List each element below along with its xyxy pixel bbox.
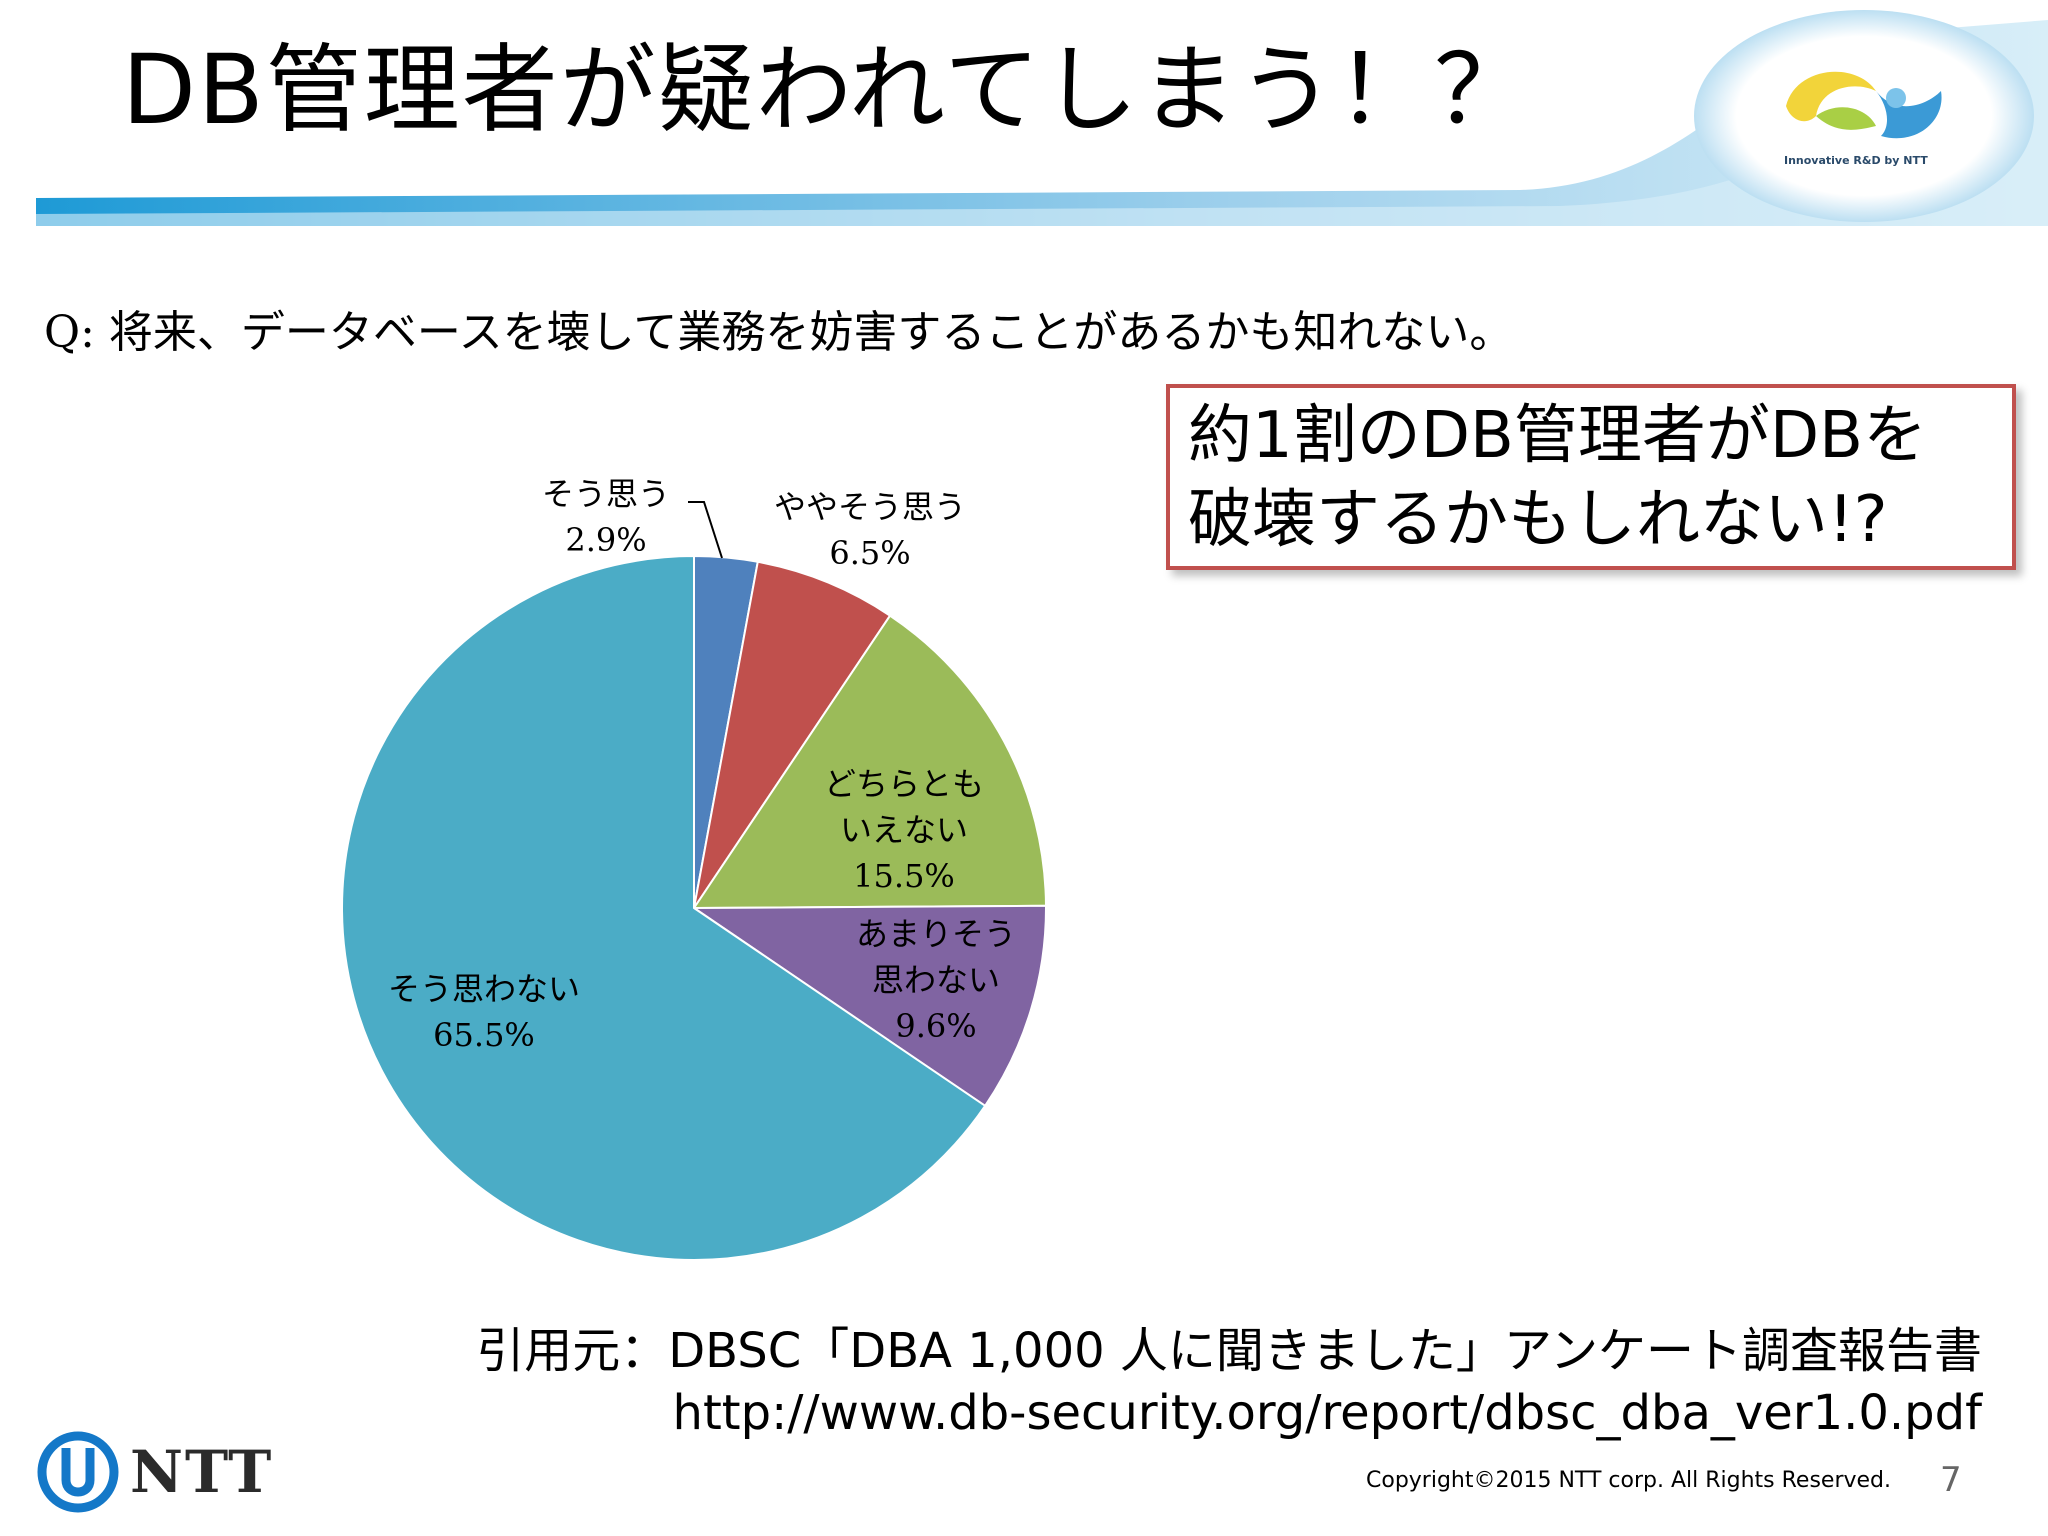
pie-slice — [690, 904, 1047, 1108]
survey-question: Q: 将来、データベースを壊して業務を妨害することがあるかも知れない。 — [44, 307, 1514, 358]
slice-value-label: 15.5% — [853, 857, 955, 895]
slice-category-label: どちらとも — [824, 765, 984, 803]
slice-value-label: 9.6% — [895, 1007, 976, 1045]
logo-tagline: Innovative R&D by NTT — [1784, 154, 1928, 167]
slice-value-label: 6.5% — [829, 534, 910, 572]
source-line-1: 引用元：DBSC「DBA 1,000 人に聞きました」アンケート調査報告書 — [476, 1323, 1982, 1379]
slice-value-label: 65.5% — [433, 1016, 535, 1054]
innovative-logo-icon — [1786, 71, 1942, 139]
source-citation: 引用元：DBSC「DBA 1,000 人に聞きました」アンケート調査報告書 ht… — [476, 1320, 1982, 1444]
ntt-brand: NTT — [130, 1438, 274, 1506]
callout-line-2: 破壊するかもしれない!? — [1188, 483, 1888, 557]
slice-category-label: そう思う — [542, 475, 670, 513]
page-number: 7 — [1940, 1460, 1962, 1500]
slice-category-label: 思わない — [872, 961, 1000, 999]
leader-line — [688, 501, 723, 559]
pie-slice — [341, 554, 987, 1261]
callout-line-1: 約1割のDB管理者がDBを — [1188, 399, 1928, 473]
copyright: Copyright©2015 NTT corp. All Rights Rese… — [1366, 1468, 1892, 1493]
slice-category-label: ややそう思う — [774, 488, 966, 526]
source-url: http://www.db-security.org/report/dbsc_d… — [672, 1385, 1982, 1441]
page-title: DB管理者が疑われてしまう！？ — [122, 34, 1533, 146]
pie-slice — [692, 614, 1047, 910]
slice-category-label: いえない — [840, 811, 968, 849]
slice-category-label: そう思わない — [388, 970, 580, 1008]
slice-value-label: 2.9% — [565, 521, 646, 559]
slice-category-label: あまりそう — [856, 915, 1016, 953]
callout-box: 約1割のDB管理者がDBを 破壊するかもしれない!? — [1166, 384, 2016, 570]
ntt-logo-icon — [37, 1431, 119, 1513]
pie-slice — [693, 560, 892, 909]
